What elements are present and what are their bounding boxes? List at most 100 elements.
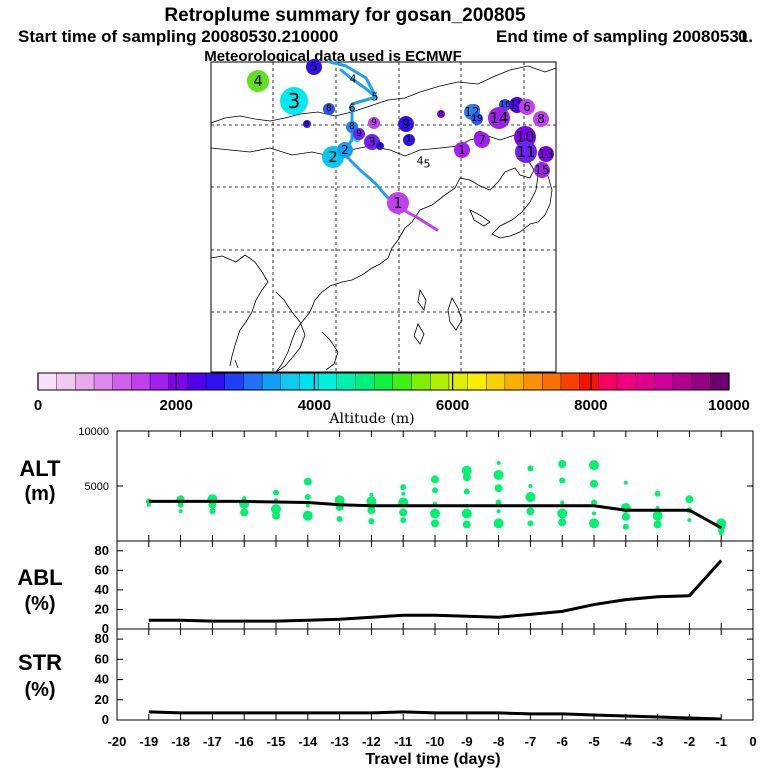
colorbar-cell	[261, 372, 282, 391]
altitude-cluster-dot	[369, 492, 374, 497]
colorbar-cell	[467, 372, 487, 391]
trajectory-marker-number: 8	[439, 110, 443, 118]
trajectory-marker: 5	[306, 59, 322, 75]
colorbar-cell	[131, 372, 151, 391]
trajectory-marker-number: 5	[424, 158, 431, 171]
altitude-cluster-dot	[496, 460, 501, 465]
altitude-cluster-dot	[240, 508, 249, 517]
trajectory-marker-dot	[337, 142, 353, 158]
colorbar-tick-label: 8000	[574, 397, 607, 414]
altitude-cluster-dot	[305, 503, 310, 508]
altitude-cluster-dot	[527, 465, 534, 472]
trajectory-marker-number: 4	[253, 72, 263, 90]
colorbar-cell	[392, 372, 413, 391]
altitude-cluster-dot	[462, 473, 471, 482]
colorbar-cell	[542, 372, 562, 391]
trajectory-marker: 9	[303, 120, 311, 128]
trajectory-marker-dot	[474, 132, 490, 148]
altitude-cluster-dot	[558, 518, 567, 527]
colorbar-cell	[299, 372, 319, 391]
altitude-cluster-dot	[687, 518, 692, 523]
trajectory-marker: 8	[437, 110, 445, 118]
x-tick-label: -4	[620, 734, 632, 749]
altitude-cluster-dot	[430, 508, 440, 519]
colorbar-tick-label: 4000	[298, 397, 331, 414]
trajectory-marker-number: 6	[523, 100, 531, 114]
trajectory-marker-number: 19	[471, 114, 483, 124]
y-tick-label: 80	[95, 543, 109, 558]
colorbar-cell	[635, 372, 655, 391]
altitude-cluster-dot	[528, 484, 533, 488]
trajectory-marker-number: 2	[341, 143, 349, 157]
trajectory-marker: 1	[387, 192, 409, 214]
trajectory-marker-number: 15	[534, 163, 549, 177]
trajectory-marker-dot	[534, 162, 550, 178]
altitude-cluster-dot	[461, 465, 472, 476]
y-tick-label: 20	[95, 601, 109, 616]
trajectory-marker-number: 7	[478, 133, 486, 147]
trajectory-marker-dot	[519, 99, 535, 115]
altitude-cluster-dot	[368, 518, 375, 525]
trajectory-marker-number: 13	[538, 147, 553, 161]
trajectory-marker-number: 11	[516, 143, 535, 161]
colorbar-cell	[336, 372, 356, 391]
colorbar-cell	[411, 372, 431, 391]
trajectory-marker: 6	[349, 102, 356, 115]
altitude-cluster-dot	[146, 502, 151, 507]
trajectory-marker-dot	[471, 113, 483, 125]
colorbar-cell	[691, 372, 711, 391]
trajectory-marker-number: 9	[402, 117, 410, 131]
trajectory-marker-dot	[437, 110, 445, 118]
trajectory-marker-dot	[403, 134, 415, 146]
trajectory-marker: 8	[323, 103, 335, 115]
colorbar-cell	[710, 372, 730, 391]
altitude-cluster-dot	[719, 531, 724, 536]
colorbar-cell	[75, 372, 95, 391]
median-altitude-line	[148, 499, 722, 530]
trajectory-marker-number: 8	[537, 112, 545, 126]
x-tick-label: -9	[461, 734, 473, 749]
y-tick-label: 40	[95, 582, 109, 597]
panel-frame	[116, 628, 754, 721]
trajectory-marker-dot	[533, 111, 549, 127]
trajectory-marker: 8	[533, 111, 549, 127]
y-tick-label: 0	[102, 712, 109, 727]
colorbar-cell	[672, 372, 693, 391]
altitude-cluster-dot	[493, 470, 504, 480]
trajectory-marker-number: 5	[372, 91, 379, 104]
altitude-cluster-dot	[462, 520, 471, 529]
altitude-cluster-dot	[589, 460, 599, 471]
altitude-cluster-dot	[558, 460, 567, 468]
altitude-cluster-dot	[525, 492, 536, 502]
altitude-cluster-dot	[401, 491, 406, 496]
colorbar-cell	[523, 372, 543, 391]
altitude-cluster-dot	[590, 479, 598, 488]
trajectory-marker-number: 8	[326, 104, 332, 114]
altitude-cluster-dot	[178, 509, 183, 514]
trajectory-marker-number: 8	[349, 122, 355, 132]
colorbar-cell	[560, 372, 581, 391]
colorbar-cell	[598, 372, 618, 391]
trajectory-marker-dot	[280, 87, 308, 115]
altitude-cluster-dot	[271, 504, 281, 515]
x-tick-label: -11	[394, 734, 412, 749]
trajectory-marker: 5	[424, 158, 431, 171]
altitude-cluster-dot	[400, 517, 407, 524]
altitude-cluster-dot	[526, 507, 535, 516]
x-tick-label: 0	[749, 734, 756, 749]
altitude-cluster-dot	[272, 511, 280, 520]
trajectory-marker-number: 2	[328, 148, 338, 166]
colorbar-cell	[448, 372, 469, 391]
colorbar-cells	[37, 372, 730, 391]
trajectory-marker-dot	[303, 120, 311, 128]
colorbar-cell	[93, 372, 114, 391]
trajectory-marker: 3	[280, 87, 308, 115]
altitude-cluster-dot	[367, 506, 376, 515]
end-time-label: End time of sampling 20080531.	[496, 27, 753, 46]
trajectory-marker-dot	[376, 142, 384, 150]
trajectory-marker-number: 1	[406, 135, 412, 145]
altitude-cluster-dot	[303, 477, 312, 486]
trajectory-marker-dot	[247, 70, 269, 92]
altitude-cluster-dot	[273, 489, 279, 496]
panel-abl: ABL (%) 0 20 40 60 80	[17, 540, 754, 636]
